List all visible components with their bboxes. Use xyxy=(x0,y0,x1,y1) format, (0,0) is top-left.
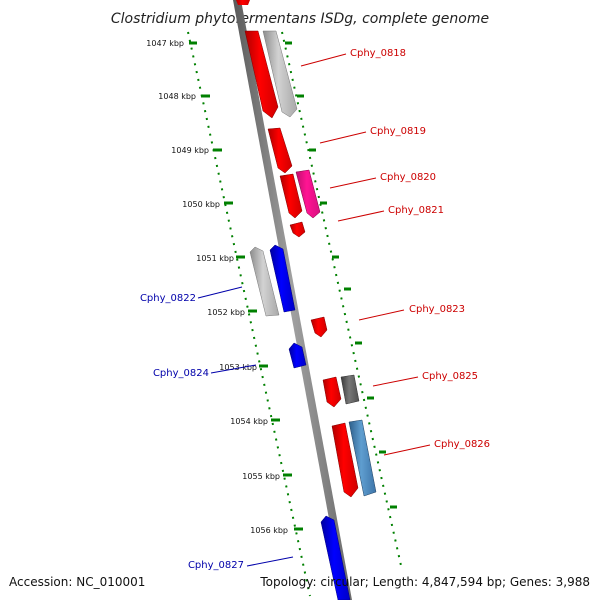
gene-label[interactable]: Cphy_0820 xyxy=(380,172,436,183)
label-leaders xyxy=(197,53,431,567)
gene-cphy-0824[interactable] xyxy=(288,342,307,369)
outer-major-ticks xyxy=(285,41,397,509)
gene-cphy-0822-a[interactable] xyxy=(249,246,280,317)
gene-cphy-0821[interactable] xyxy=(289,221,306,238)
outer-tick-track xyxy=(281,31,403,571)
kbp-label: 1047 kbp xyxy=(146,39,184,48)
kbp-label: 1051 kbp xyxy=(196,254,234,263)
inner-tick-track xyxy=(187,31,311,597)
gene-cphy-0820[interactable] xyxy=(295,169,321,219)
gene-cphy-0826-red[interactable] xyxy=(331,422,359,498)
gene-label[interactable]: Cphy_0819 xyxy=(370,126,426,137)
gene-top-edge[interactable] xyxy=(236,0,250,5)
kbp-label: 1053 kbp xyxy=(219,363,257,372)
gene-label[interactable]: Cphy_0818 xyxy=(350,48,406,59)
kbp-label: 1049 kbp xyxy=(171,146,209,155)
kbp-label: 1055 kbp xyxy=(242,472,280,481)
kbp-label: 1050 kbp xyxy=(182,200,220,209)
kbp-label: 1054 kbp xyxy=(230,417,268,426)
gene-label[interactable]: Cphy_0825 xyxy=(422,371,478,382)
gene-cphy-0827[interactable] xyxy=(320,515,351,600)
map-title: Clostridium phytofermentans ISDg, comple… xyxy=(111,11,489,27)
genome-summary-text: Topology: circular; Length: 4,847,594 bp… xyxy=(259,575,590,589)
gene-cphy-0819[interactable] xyxy=(267,127,293,174)
kbp-label: 1052 kbp xyxy=(207,308,245,317)
gene-cphy-0818-a[interactable] xyxy=(244,30,279,119)
gene-cphy-0822[interactable] xyxy=(269,244,296,313)
kbp-label: 1056 kbp xyxy=(250,526,288,535)
tick-tracks xyxy=(187,31,403,597)
genes xyxy=(244,30,377,600)
gene-label[interactable]: Cphy_0822 xyxy=(140,293,196,304)
gene-cphy-0818-b[interactable] xyxy=(262,30,298,118)
kbp-label: 1048 kbp xyxy=(158,92,196,101)
kbp-labels: 1047 kbp 1048 kbp 1049 kbp 1050 kbp 1051… xyxy=(146,39,288,535)
gene-cphy-0825-red[interactable] xyxy=(322,376,342,408)
gene-labels: Cphy_0818 Cphy_0819 Cphy_0820 Cphy_0821 … xyxy=(140,48,490,571)
gene-label[interactable]: Cphy_0823 xyxy=(409,304,465,315)
gene-cphy-0820-red[interactable] xyxy=(279,173,303,219)
accession-text: Accession: NC_010001 xyxy=(9,575,145,589)
gene-label[interactable]: Cphy_0826 xyxy=(434,439,490,450)
gene-label[interactable]: Cphy_0821 xyxy=(388,205,444,216)
major-ticks xyxy=(189,41,303,531)
gene-cphy-0825[interactable] xyxy=(340,374,360,405)
gene-cphy-0826[interactable] xyxy=(348,419,377,497)
gene-cphy-0823[interactable] xyxy=(310,316,328,338)
gene-label[interactable]: Cphy_0827 xyxy=(188,560,244,571)
gene-label[interactable]: Cphy_0824 xyxy=(153,368,209,379)
